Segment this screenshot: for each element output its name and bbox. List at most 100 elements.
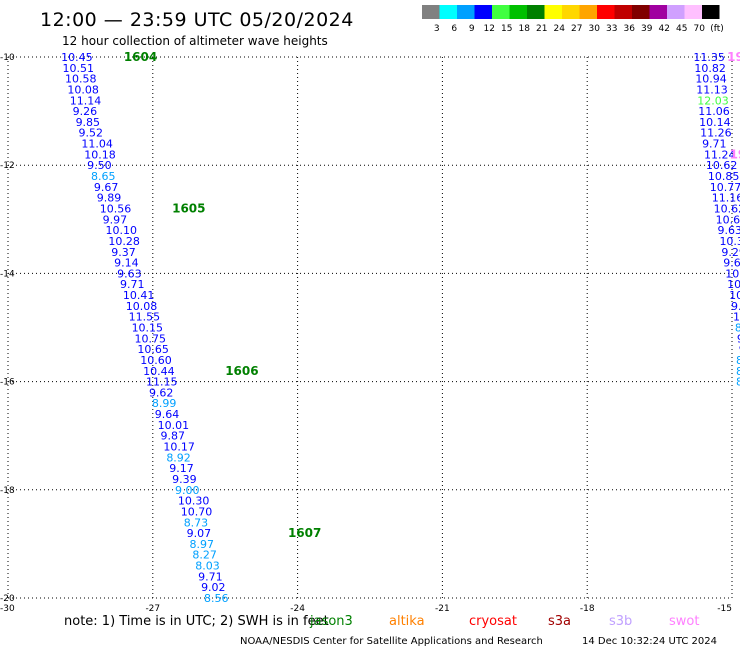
- x-tick-label: -21: [435, 604, 450, 614]
- legend-swatch: [702, 5, 720, 19]
- y-tick-label: -10: [0, 53, 15, 63]
- swh-value: 9.67: [94, 181, 119, 194]
- y-tick-label: -14: [0, 269, 15, 279]
- swh-value: 9.63: [117, 267, 142, 280]
- swh-value: 10.30: [178, 495, 210, 508]
- page-title: 12:00 — 23:59 UTC 05/20/2024: [40, 9, 354, 31]
- y-tick-label: -20: [0, 594, 15, 604]
- satellite-label: altika: [389, 614, 425, 629]
- time-label: 1605: [172, 201, 205, 215]
- x-tick-label: -18: [580, 604, 595, 614]
- legend-swatch: [562, 5, 580, 19]
- legend-label: 45: [676, 24, 687, 34]
- swh-value: 9.07: [187, 527, 212, 540]
- swh-value: 9.64: [155, 408, 180, 421]
- plot-axes: -30 -27 -24 -21 -18 -15 -10 -12 -14 -16 -18 -20: [0, 53, 732, 614]
- legend-swatch: [632, 5, 650, 19]
- swh-value: 10.08: [126, 300, 157, 313]
- satellite-label: s3a: [548, 614, 571, 629]
- swh-value: 10.: [733, 311, 740, 324]
- legend-swatch: [527, 5, 545, 19]
- swh-value: 9.29: [721, 246, 740, 259]
- legend-label: 42: [659, 24, 670, 34]
- swh-value: 8.99: [152, 397, 177, 410]
- swh-value: 11.55: [129, 311, 161, 324]
- legend-label: 70: [694, 24, 706, 34]
- swh-value: 9.71: [120, 278, 145, 291]
- swh-value: 10.44: [143, 365, 175, 378]
- swh-value: 11.13: [696, 83, 728, 96]
- swh-value: 9.63: [723, 257, 740, 270]
- swh-value: 10.41: [123, 289, 155, 302]
- swh-value: 9.17: [169, 462, 194, 475]
- swh-value: 9.00: [175, 484, 200, 497]
- swh-value: 8.56: [204, 592, 229, 605]
- satellite-label: swot: [669, 614, 699, 629]
- swh-value: 9.26: [73, 105, 98, 118]
- legend-label: 6: [451, 24, 457, 34]
- swh-value: 8.27: [192, 549, 217, 562]
- swh-value: 9.6: [731, 300, 740, 313]
- satellite-label: cryosat: [469, 614, 517, 629]
- swh-value: 10.82: [694, 62, 726, 75]
- swh-value: 11.15: [146, 376, 178, 389]
- swh-value: 10.56: [100, 202, 132, 215]
- swh-value: 9.63: [718, 224, 740, 237]
- legend-swatch: [492, 5, 510, 19]
- satellite-label: jason3: [309, 614, 353, 629]
- swh-value: 10.65: [137, 343, 169, 356]
- swh-value: 10.14: [699, 116, 731, 129]
- swh-value: 11.04: [81, 138, 113, 151]
- swh-value: 10.62: [714, 202, 740, 215]
- footer-credit: NOAA/NESDIS Center for Satellite Applica…: [240, 636, 543, 647]
- legend-swatch: [667, 5, 685, 19]
- swh-value: 9.62: [149, 386, 174, 399]
- legend-label: 36: [624, 24, 636, 34]
- swh-value: 11.14: [70, 94, 102, 107]
- swh-value: 10.29: [725, 267, 740, 280]
- legend-swatch: [474, 5, 492, 19]
- y-tick-label: -12: [0, 161, 15, 171]
- swh-value: 10.62: [716, 213, 740, 226]
- swh-value: 9.: [739, 343, 740, 356]
- time-label: 19: [730, 147, 740, 161]
- legend-swatch: [457, 5, 475, 19]
- legend-swatch: [579, 5, 597, 19]
- swh-value: 9.50: [87, 159, 112, 172]
- swh-value: 9.: [737, 332, 740, 345]
- swh-value: 10.60: [140, 354, 172, 367]
- satellite-legend: jason3 altika cryosat s3a s3b swot: [309, 614, 699, 629]
- swh-value: 10.18: [84, 148, 116, 161]
- swh-value: 10.45: [61, 51, 93, 64]
- swh-value: 8.97: [189, 538, 214, 551]
- swh-value: 10.28: [108, 235, 140, 248]
- legend-swatch: [422, 5, 440, 19]
- data-marks: 10.4510.5110.5810.0811.149.269.859.5211.…: [61, 50, 740, 605]
- swh-value: 8: [736, 365, 740, 378]
- swh-value: 10.51: [63, 62, 95, 75]
- swh-value: 10.01: [158, 419, 190, 432]
- swh-value: 8.73: [184, 516, 209, 529]
- swh-value: 10.15: [132, 322, 164, 335]
- legend-label: 33: [606, 24, 617, 34]
- swh-value: 11.35: [693, 51, 725, 64]
- swh-value: 10.33: [719, 235, 740, 248]
- y-tick-label: -16: [0, 378, 15, 388]
- x-tick-label: -15: [717, 604, 732, 614]
- legend-label: 15: [501, 24, 512, 34]
- page-subtitle: 12 hour collection of altimeter wave hei…: [62, 34, 328, 48]
- swh-value: 9.39: [172, 473, 197, 486]
- legend-swatch: [439, 5, 457, 19]
- legend-label: 3: [434, 24, 440, 34]
- legend-label: 21: [536, 24, 547, 34]
- time-label: 194: [727, 50, 740, 64]
- time-label: 1604: [124, 50, 157, 64]
- legend-swatch: [509, 5, 527, 19]
- swh-value: 10.85: [708, 170, 740, 183]
- swh-value: 10.58: [65, 73, 97, 86]
- legend-unit: (ft): [710, 24, 724, 34]
- swh-value: 9.02: [201, 581, 226, 594]
- swh-value: 10.01: [727, 278, 740, 291]
- legend-swatch: [544, 5, 562, 19]
